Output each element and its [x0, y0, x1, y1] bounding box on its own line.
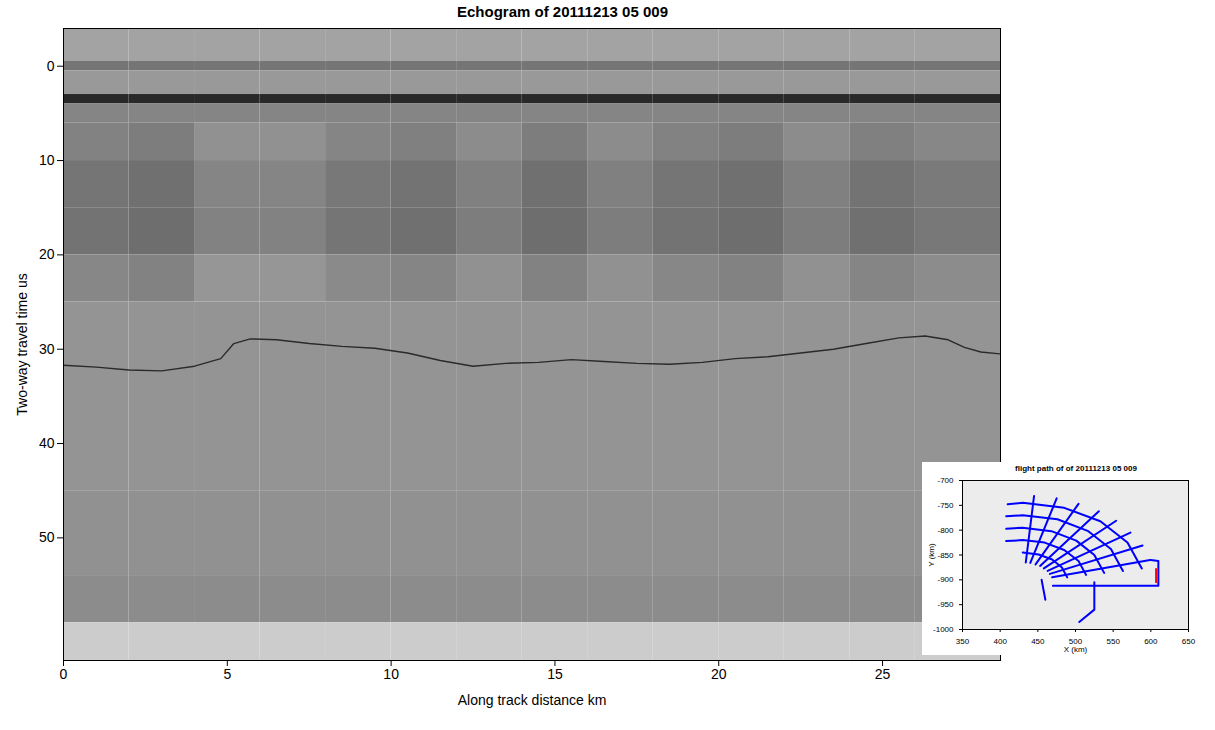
svg-text:550: 550 — [1106, 637, 1120, 646]
svg-text:-750: -750 — [937, 501, 954, 510]
html-text:flight path of of 20111213 05: flight path of of 20111213 05 009 — [1015, 464, 1137, 473]
svg-text:-950: -950 — [937, 600, 954, 609]
svg-text:15: 15 — [547, 666, 563, 682]
svg-text:Y (km): Y (km) — [927, 543, 936, 567]
svg-text:0: 0 — [60, 666, 68, 682]
svg-text:5: 5 — [223, 666, 231, 682]
svg-text:-700: -700 — [937, 476, 954, 485]
svg-text:-850: -850 — [937, 551, 954, 560]
svg-text:X (km): X (km) — [1064, 645, 1088, 654]
svg-text:Along track distance km: Along track distance km — [458, 692, 607, 708]
html-text:Echogram of 20111213 05 009: Echogram of 20111213 05 009 — [457, 3, 668, 20]
svg-text:50: 50 — [39, 529, 55, 545]
svg-text:500: 500 — [1068, 637, 1083, 647]
svg-text:650: 650 — [1182, 637, 1196, 646]
svg-text:20: 20 — [39, 246, 55, 262]
svg-text:30: 30 — [39, 341, 55, 357]
svg-text:600: 600 — [1144, 637, 1158, 646]
svg-text:10: 10 — [39, 152, 55, 168]
svg-text:0: 0 — [47, 58, 55, 74]
svg-text:25: 25 — [875, 666, 891, 682]
svg-text:10: 10 — [383, 666, 399, 682]
svg-text:Two-way travel time us: Two-way travel time us — [14, 273, 30, 415]
svg-text:400: 400 — [993, 637, 1007, 646]
svg-text:450: 450 — [1031, 637, 1045, 646]
svg-text:40: 40 — [39, 435, 55, 451]
svg-text:-900: -900 — [937, 575, 954, 584]
svg-text:350: 350 — [956, 637, 970, 646]
svg-text:-800: -800 — [937, 526, 954, 535]
svg-text:-1000: -1000 — [933, 625, 954, 634]
svg-text:20: 20 — [711, 666, 727, 682]
